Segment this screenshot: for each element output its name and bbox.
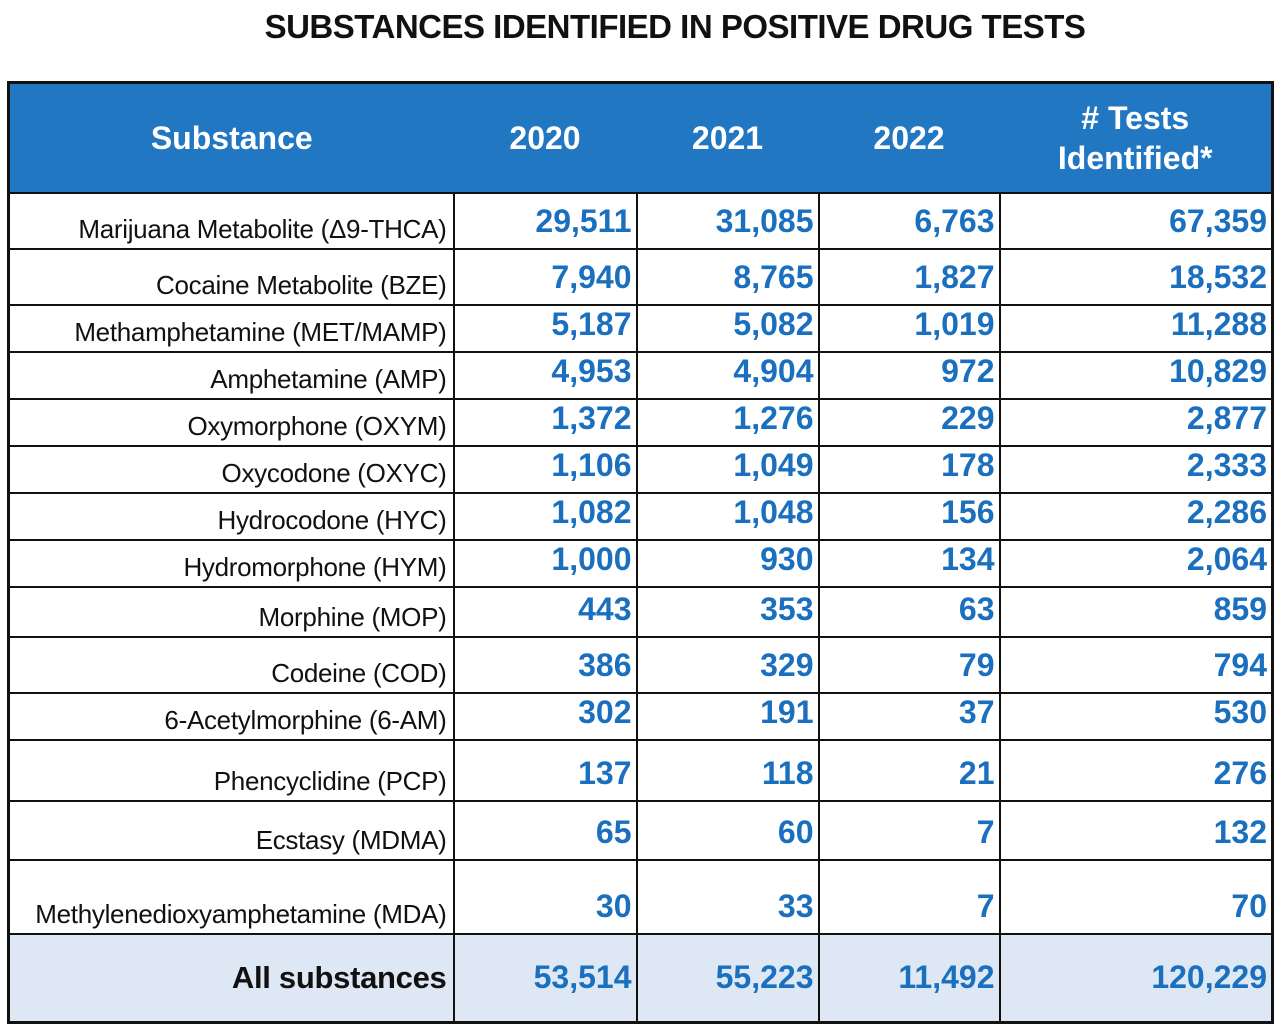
value-2020: 137 [452,739,638,802]
substance-name: Codeine (COD) [7,636,455,694]
table-row: Phencyclidine (PCP) 137 118 21 276 [7,739,1274,802]
substances-table: Substance 2020 2021 2022 # Tests Identif… [7,81,1274,1024]
value-2020: 1,082 [452,492,638,541]
value-tests-identified: 2,877 [998,398,1274,447]
value-2022: 1,827 [817,248,1001,306]
value-2022: 79 [817,636,1001,694]
value-tests-identified: 67,359 [998,192,1274,250]
value-2022: 156 [817,492,1001,541]
header-row: Substance 2020 2021 2022 # Tests Identif… [7,81,1274,193]
value-2022: 37 [817,692,1001,741]
substance-name: Cocaine Metabolite (BZE) [7,248,455,306]
value-2022: 7 [817,800,1001,861]
value-2020: 53,514 [452,933,638,1024]
header-substance: Substance [7,81,454,193]
table-row: Methamphetamine (MET/MAMP) 5,187 5,082 1,01… [7,304,1274,353]
substance-name: Ecstasy (MDMA) [7,800,455,861]
value-2021: 33 [635,859,820,935]
value-2020: 7,940 [452,248,638,306]
substance-name: All substances [7,933,455,1024]
substance-name: Methylenedioxyamphetamine (MDA) [7,859,455,935]
substance-name: Oxycodone (OXYC) [7,445,455,494]
table-row: Oxycodone (OXYC) 1,106 1,049 178 2,333 [7,445,1274,494]
value-2021: 31,085 [635,192,820,250]
value-tests-identified: 10,829 [998,351,1274,400]
value-2020: 443 [452,586,638,638]
value-2021: 353 [635,586,820,638]
substance-name: Hydrocodone (HYC) [7,492,455,541]
value-2020: 1,106 [452,445,638,494]
substance-name: 6-Acetylmorphine (6-AM) [7,692,455,741]
header-2020: 2020 [453,81,637,193]
total-row: All substances 53,514 55,223 11,492 120,229 [7,933,1274,1024]
table-row: Marijuana Metabolite (Δ9-THCA) 29,511 31,0… [7,192,1274,250]
value-tests-identified: 2,286 [998,492,1274,541]
value-2021: 329 [635,636,820,694]
value-2020: 1,000 [452,539,638,588]
value-2020: 386 [452,636,638,694]
value-tests-identified: 859 [998,586,1274,638]
page-title: SUBSTANCES IDENTIFIED IN POSITIVE DRUG T… [264,8,1086,45]
substance-name: Oxymorphone (OXYM) [7,398,455,447]
header-2022: 2022 [818,81,1000,193]
substance-name: Phencyclidine (PCP) [7,739,455,802]
value-2022: 229 [817,398,1001,447]
value-2021: 4,904 [635,351,820,400]
value-tests-identified: 276 [998,739,1274,802]
value-2022: 1,019 [817,304,1001,353]
table-row: Methylenedioxyamphetamine (MDA) 30 33 7 70 [7,859,1274,935]
value-tests-identified: 120,229 [998,933,1274,1024]
value-2022: 21 [817,739,1001,802]
header-tests-identified: # Tests Identified* [999,81,1274,193]
substance-name: Marijuana Metabolite (Δ9-THCA) [7,192,455,250]
table-row: Oxymorphone (OXYM) 1,372 1,276 229 2,877 [7,398,1274,447]
value-2021: 55,223 [635,933,820,1024]
value-2020: 30 [452,859,638,935]
value-2020: 4,953 [452,351,638,400]
value-tests-identified: 530 [998,692,1274,741]
value-2021: 191 [635,692,820,741]
substance-name: Amphetamine (AMP) [7,351,455,400]
value-2022: 178 [817,445,1001,494]
value-2020: 302 [452,692,638,741]
table-row: Ecstasy (MDMA) 65 60 7 132 [7,800,1274,861]
value-tests-identified: 11,288 [998,304,1274,353]
value-2021: 1,276 [635,398,820,447]
value-tests-identified: 794 [998,636,1274,694]
value-2021: 118 [635,739,820,802]
substance-name: Morphine (MOP) [7,586,455,638]
table-row: Hydromorphone (HYM) 1,000 930 134 2,064 [7,539,1274,588]
table-row: Morphine (MOP) 443 353 63 859 [7,586,1274,638]
table-row: 6-Acetylmorphine (6-AM) 302 191 37 530 [7,692,1274,741]
value-2021: 8,765 [635,248,820,306]
value-2020: 29,511 [452,192,638,250]
table-row: Cocaine Metabolite (BZE) 7,940 8,765 1,827 1… [7,248,1274,306]
table-row: Hydrocodone (HYC) 1,082 1,048 156 2,286 [7,492,1274,541]
value-tests-identified: 132 [998,800,1274,861]
value-2020: 65 [452,800,638,861]
value-tests-identified: 2,333 [998,445,1274,494]
substance-name: Methamphetamine (MET/MAMP) [7,304,455,353]
value-2022: 6,763 [817,192,1001,250]
value-2021: 930 [635,539,820,588]
value-2021: 1,049 [635,445,820,494]
value-2021: 60 [635,800,820,861]
value-2021: 5,082 [635,304,820,353]
substance-name: Hydromorphone (HYM) [7,539,455,588]
table-row: Amphetamine (AMP) 4,953 4,904 972 10,829 [7,351,1274,400]
value-tests-identified: 2,064 [998,539,1274,588]
value-tests-identified: 70 [998,859,1274,935]
value-2022: 972 [817,351,1001,400]
value-2022: 134 [817,539,1001,588]
value-2020: 5,187 [452,304,638,353]
table-row: Codeine (COD) 386 329 79 794 [7,636,1274,694]
value-2021: 1,048 [635,492,820,541]
header-2021: 2021 [636,81,819,193]
value-2022: 63 [817,586,1001,638]
value-2022: 11,492 [817,933,1001,1024]
value-2022: 7 [817,859,1001,935]
value-tests-identified: 18,532 [998,248,1274,306]
value-2020: 1,372 [452,398,638,447]
